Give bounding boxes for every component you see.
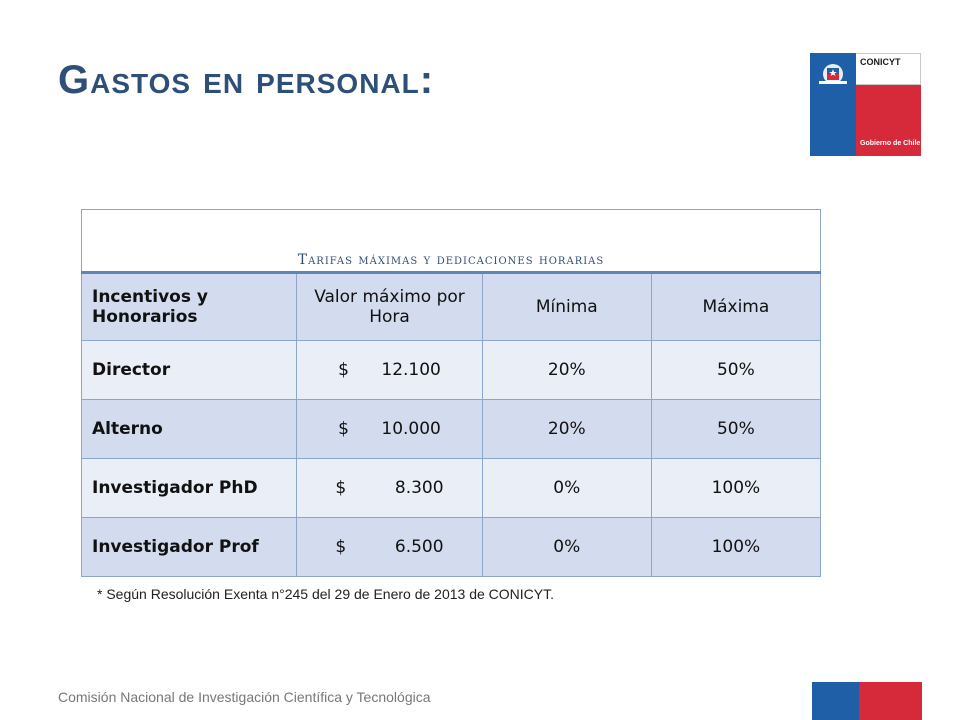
header-role: Incentivos y Honorarios — [80, 272, 298, 341]
coat-of-arms-icon — [816, 59, 850, 89]
footer-flag-bar — [812, 682, 922, 720]
row-role: Investigador Prof — [80, 517, 298, 577]
logo-government: Gobierno de Chile — [860, 140, 921, 147]
row-min: 0% — [481, 517, 652, 577]
conicyt-logo — [810, 53, 921, 156]
header-value: Valor máximo por Hora — [296, 272, 483, 341]
row-max: 100% — [650, 517, 822, 577]
row-value: $ 10.000 — [296, 399, 483, 459]
footer-institution: Comisión Nacional de Investigación Cient… — [58, 689, 431, 705]
row-min: 20% — [481, 340, 652, 400]
table-caption: Tarifas máximas y dedicaciones horarias — [81, 209, 821, 274]
row-currency: $ — [335, 537, 347, 557]
row-value: $ 12.100 — [296, 340, 483, 400]
row-currency: $ — [338, 360, 349, 380]
row-max: 50% — [650, 340, 822, 400]
rates-table: Tarifas máximas y dedicaciones horarias … — [80, 209, 822, 577]
footnote: * Según Resolución Exenta n°245 del 29 d… — [97, 586, 555, 602]
row-role: Director — [80, 340, 298, 400]
row-amount: 6.500 — [394, 537, 444, 557]
row-amount: 12.100 — [381, 360, 441, 380]
row-currency: $ — [338, 419, 349, 439]
row-role: Alterno — [80, 399, 298, 459]
flag-red — [859, 682, 922, 720]
row-role: Investigador PhD — [80, 458, 298, 518]
row-value: $ 8.300 — [296, 458, 483, 518]
table-row: Alterno $ 10.000 20% 50% — [80, 399, 822, 459]
row-min: 0% — [481, 458, 652, 518]
table-row: Investigador PhD $ 8.300 0% 100% — [80, 458, 822, 518]
row-max: 50% — [650, 399, 822, 459]
logo-subtitle: Ministerio de Educación — [860, 68, 895, 81]
row-currency: $ — [335, 478, 347, 498]
row-min: 20% — [481, 399, 652, 459]
logo-brand-text: CONICYT — [860, 57, 901, 67]
table-header-row: Incentivos y Honorarios Valor máximo por… — [80, 272, 822, 341]
header-max: Máxima — [650, 272, 822, 341]
row-value: $ 6.500 — [296, 517, 483, 577]
row-amount: 10.000 — [381, 419, 441, 439]
logo-red-block — [856, 85, 921, 156]
slide-title: Gastos en personal: — [58, 58, 435, 102]
row-max: 100% — [650, 458, 822, 518]
flag-blue — [812, 682, 859, 720]
logo-blue-block — [810, 53, 856, 156]
row-amount: 8.300 — [394, 478, 444, 498]
header-min: Mínima — [481, 272, 652, 341]
table-row: Director $ 12.100 20% 50% — [80, 340, 822, 400]
logo-white-block — [856, 53, 921, 85]
table-row: Investigador Prof $ 6.500 0% 100% — [80, 517, 822, 577]
